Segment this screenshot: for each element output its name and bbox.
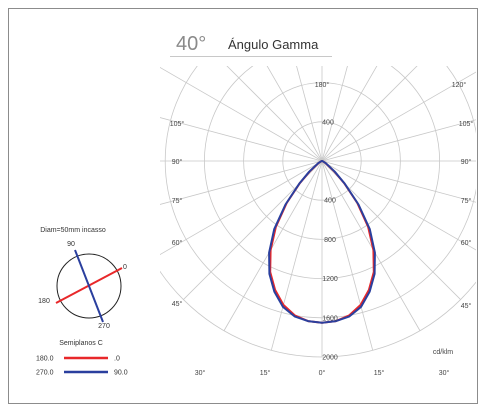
polar-curves [268, 160, 376, 324]
angle-label-left: 75° [172, 197, 183, 205]
angle-label-right: 75° [461, 197, 472, 205]
angle-label-right: 60° [461, 239, 472, 247]
angle-label-right: 30° [439, 369, 450, 377]
chart-title: Ángulo Gamma [228, 37, 319, 52]
angle-label-left: 45° [172, 300, 183, 308]
radial-tick-label: 400 [324, 198, 336, 205]
radial-tick-label: 1600 [322, 315, 338, 322]
fixture-c-label: 90 [67, 241, 75, 248]
angle-label-right: 45° [461, 302, 472, 310]
radial-tick-label: 2000 [322, 355, 338, 362]
angle-label-left: 105° [170, 120, 185, 128]
grid-spoke [160, 67, 323, 162]
grid-spoke [270, 160, 323, 351]
angle-label-bottom: 15° [374, 369, 385, 377]
grid-spoke [321, 66, 378, 162]
angle-label-right: 120° [452, 81, 467, 89]
series-curve-1 [268, 160, 376, 324]
semiplane-legend: Semiplanos C 180.0 .0 270.0 90.0 [36, 340, 128, 377]
angle-label-right: 105° [459, 120, 474, 128]
grid-spoke [160, 160, 323, 255]
title-underline [170, 56, 332, 57]
fixture-outline [56, 253, 122, 319]
polar-grid [160, 66, 476, 358]
grid-spoke [321, 66, 348, 162]
grid-spoke [266, 66, 323, 162]
legend-right-label: 90.0 [114, 370, 128, 377]
grid-spoke [160, 117, 323, 162]
legend-left-label: 180.0 [36, 356, 54, 363]
fixture-label: Diam=50mm incasso [40, 227, 106, 234]
c90-c270-plane-line [74, 249, 104, 323]
grid-spoke [321, 160, 374, 351]
grid-spoke [321, 66, 418, 162]
gamma-angle-value: 40° [176, 33, 207, 55]
grid-spoke [321, 119, 476, 162]
angle-label-right: 90° [461, 158, 472, 166]
legend-right-label: .0 [114, 356, 120, 363]
angle-label-bottom: 15° [260, 369, 271, 377]
grid-spoke [226, 66, 323, 162]
legend-title: Semiplanos C [59, 340, 103, 347]
grid-spoke [223, 160, 323, 331]
grid-spoke [321, 160, 476, 251]
fixture-diagram: Diam=50mm incasso 90 0 180 270 [38, 227, 127, 330]
grid-spoke [321, 71, 476, 162]
radial-tick-label: 800 [324, 237, 336, 244]
legend-left-label: 270.0 [36, 370, 54, 377]
angle-label-left: 90° [172, 158, 183, 166]
radial-tick-label: 1200 [322, 276, 338, 283]
fixture-c-label: 270 [98, 323, 110, 330]
grid-spoke [160, 160, 323, 205]
angle-label-left: 30° [195, 369, 206, 377]
angle-label-bottom: 0° [319, 369, 326, 377]
grid-spoke [321, 160, 421, 331]
grid-spoke [296, 66, 323, 162]
grid-spoke [321, 160, 476, 203]
polar-labels: 400 800 1200 1600 2000 400 180° 105° 90° 75° 60° 45… [170, 81, 474, 377]
fixture-c-label: 0 [123, 264, 127, 271]
angle-label-left: 60° [172, 239, 183, 247]
radial-tick-label-upper: 400 [322, 119, 334, 126]
fixture-c-label: 180 [38, 298, 50, 305]
units-label: cd/klm [433, 349, 453, 356]
angle-label-top: 180° [315, 81, 330, 89]
